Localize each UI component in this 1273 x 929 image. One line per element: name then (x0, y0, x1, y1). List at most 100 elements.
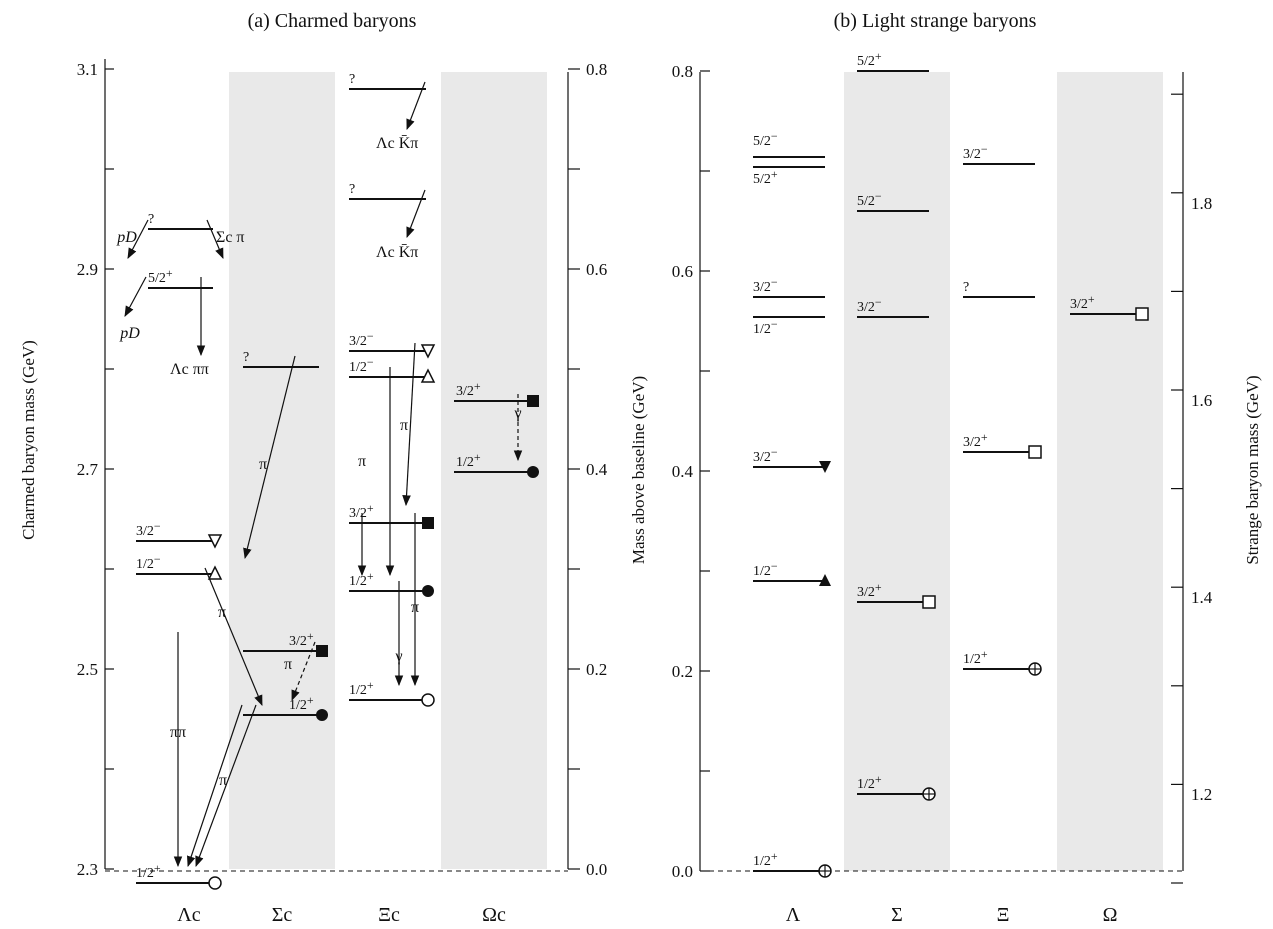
pi-arrow (243, 355, 296, 560)
spin-parity-label: 5/2+ (753, 167, 778, 187)
spin-parity-label: 1/2− (753, 317, 778, 337)
spin-value: 1/2 (753, 564, 771, 579)
spin-parity-label: 5/2+ (148, 266, 173, 286)
spin-value: 3/2 (963, 435, 981, 450)
panel-title-b: (b) Light strange baryons (834, 10, 1037, 32)
open-triangle-down-marker (207, 534, 223, 549)
right-axis-tick-label: 1.4 (1191, 588, 1213, 607)
decay-label: π (284, 656, 292, 673)
spin-value: 3/2 (136, 524, 154, 539)
parity-sign: − (771, 275, 778, 289)
spin-value: 1/2 (349, 360, 367, 375)
parity-sign: + (166, 266, 173, 280)
spin-parity-label: 5/2− (753, 129, 778, 149)
right-axis-title: Strange baryon mass (GeV) (1243, 375, 1262, 564)
spin-value: 1/2 (136, 866, 154, 881)
right-axis-tick-label: 0.2 (586, 660, 607, 679)
parity-sign: + (307, 629, 314, 643)
left-axis-tick-label: 2.5 (77, 660, 98, 679)
parity-sign: + (981, 647, 988, 661)
spin-parity-label: 1/2+ (136, 861, 161, 881)
spin-parity-label: 1/2− (136, 552, 161, 572)
spin-parity-label: 3/2− (349, 329, 374, 349)
parity-sign: − (771, 445, 778, 459)
spin-parity-label: ? (349, 72, 355, 87)
spin-parity-label: ? (243, 350, 249, 365)
parity-sign: + (474, 379, 481, 393)
decay-label: pD (119, 325, 140, 342)
spin-value: 1/2 (349, 574, 367, 589)
left-axis-tick-label: 0.8 (672, 62, 693, 81)
pi-arrow (204, 567, 263, 706)
spin-parity-label: 1/2+ (963, 647, 988, 667)
left-axis-tick-label: 0.6 (672, 262, 693, 281)
decay-label: Λc K̄π (376, 135, 418, 152)
spin-parity-label: 1/2− (349, 355, 374, 375)
parity-sign: + (474, 450, 481, 464)
spin-parity-label: 3/2− (963, 142, 988, 162)
spin-value: 5/2 (857, 194, 875, 209)
open-circle-marker (208, 876, 222, 890)
spin-parity-label: ? (349, 182, 355, 197)
spin-parity-label: 1/2+ (349, 678, 374, 698)
decay-label: Σc π (216, 229, 245, 246)
spin-value: 1/2 (289, 698, 307, 713)
spin-value: 3/2 (349, 334, 367, 349)
lambda-c-kbar-pi-arrow (406, 189, 426, 239)
filled-triangle-up-marker (819, 574, 831, 586)
column-shading (1057, 72, 1163, 871)
spin-value: 1/2 (136, 557, 154, 572)
decay-label: γ (394, 648, 402, 665)
column-label: Λ (786, 904, 801, 926)
right-axis-tick-label: 0.6 (586, 260, 607, 279)
spin-parity-label: 3/2− (857, 295, 882, 315)
right-axis-tick-label: 0.4 (586, 460, 608, 479)
spin-parity-label: 3/2− (753, 445, 778, 465)
spin-value: 3/2 (857, 300, 875, 315)
left-axis-tick-label: 0.2 (672, 662, 693, 681)
decay-label: π (411, 599, 419, 616)
pD-arrow (127, 219, 149, 259)
open-circle-marker (421, 693, 435, 707)
parity-sign: − (367, 329, 374, 343)
filled-circle-marker (527, 466, 539, 478)
parity-sign: + (367, 678, 374, 692)
decay-label: Λc K̄π (376, 244, 418, 261)
decay-label: π (218, 604, 226, 621)
right-axis-tick-label: 0.8 (586, 60, 607, 79)
parity-sign: + (154, 861, 161, 875)
open-square-marker (922, 595, 936, 609)
spin-parity-label: 3/2+ (456, 379, 481, 399)
left-axis-title: Mass above baseline (GeV) (629, 376, 648, 564)
spin-value: 1/2 (753, 322, 771, 337)
open-square-marker (1028, 445, 1042, 459)
parity-sign: − (367, 355, 374, 369)
decay-label: Λc ππ (170, 361, 209, 378)
spin-value: 3/2 (963, 147, 981, 162)
decay-label: π (358, 453, 366, 470)
column-label: Ξ (997, 904, 1010, 926)
spin-parity-label: 3/2+ (1070, 292, 1095, 312)
parity-sign: − (771, 129, 778, 143)
spin-parity-label: 3/2− (753, 275, 778, 295)
spin-parity-label: 5/2+ (857, 49, 882, 69)
spin-value: 3/2 (289, 634, 307, 649)
left-axis-tick-label: 2.7 (77, 460, 99, 479)
filled-circle-marker (316, 709, 328, 721)
left-axis-tick-label: 2.3 (77, 860, 98, 879)
parity-sign: + (307, 693, 314, 707)
spin-value: 1/2 (456, 455, 474, 470)
open-square-marker (1135, 307, 1149, 321)
open-triangle-up-marker (420, 368, 436, 383)
spin-parity-label: 3/2+ (289, 629, 314, 649)
parity-sign: − (771, 317, 778, 331)
spin-parity-label: 3/2− (136, 519, 161, 539)
right-axis-tick-label: 1.2 (1191, 785, 1212, 804)
parity-sign: + (981, 430, 988, 444)
column-label: Λc (177, 904, 201, 926)
spin-value: 3/2 (753, 450, 771, 465)
filled-triangle-down-marker (819, 461, 831, 473)
parity-sign: − (981, 142, 988, 156)
spin-value: 5/2 (753, 134, 771, 149)
parity-sign: − (154, 552, 161, 566)
